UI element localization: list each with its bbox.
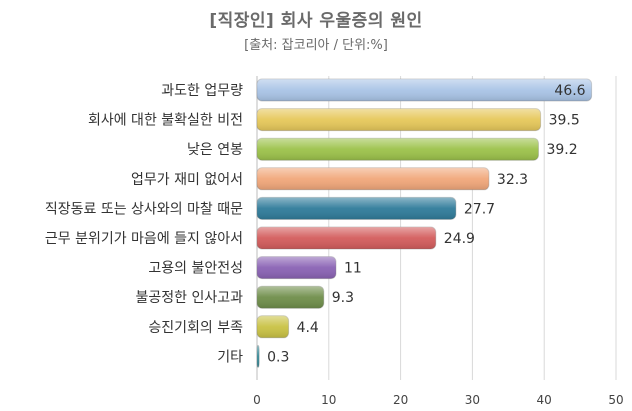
x-axis-ticks: 0 10 20 30 40 50 xyxy=(253,393,623,407)
category-label: 고용의 불안전성 xyxy=(148,261,243,277)
value-label: 39.5 xyxy=(549,113,580,129)
value-label: 9.3 xyxy=(332,290,354,306)
value-label: 11 xyxy=(344,261,362,277)
category-label: 근무 분위기가 마음에 들지 않아서 xyxy=(45,231,243,247)
category-label: 불공정한 인사고과 xyxy=(136,290,244,306)
x-tick-label: 50 xyxy=(608,393,623,407)
x-tick-label: 30 xyxy=(465,393,480,407)
value-label: 46.6 xyxy=(554,83,585,99)
category-label: 승진기회의 부족 xyxy=(148,320,243,336)
category-label: 기타 xyxy=(217,349,243,365)
value-label: 27.7 xyxy=(464,201,495,217)
value-label: 39.2 xyxy=(546,142,577,158)
bar-highlight xyxy=(257,138,539,161)
value-label: 0.3 xyxy=(267,349,289,365)
x-tick-label: 10 xyxy=(321,393,336,407)
x-tick-label: 0 xyxy=(253,393,261,407)
category-label: 직장동료 또는 상사와의 마찰 때문 xyxy=(45,201,243,217)
category-label: 낮은 연봉 xyxy=(187,142,243,158)
category-label: 과도한 업무량 xyxy=(161,83,243,99)
bar-highlight xyxy=(257,227,436,249)
chart-subtitle: [출처: 잡코리아 / 단위:%] xyxy=(244,38,388,53)
value-labels: 46.6 39.5 39.2 32.327.7 24.9 11 9.3 4.4 0.3 xyxy=(267,83,586,365)
chart-title: [직장인] 회사 우울증의 원인 xyxy=(209,11,423,31)
bar-highlight xyxy=(257,108,541,131)
bar-highlight xyxy=(257,256,336,279)
bar-highlight xyxy=(257,197,456,220)
value-label: 32.3 xyxy=(497,172,528,188)
bars xyxy=(256,78,593,368)
bar-highlight xyxy=(257,315,289,338)
bar-highlight xyxy=(257,167,489,190)
category-label: 업무가 재미 없어서 xyxy=(131,172,243,188)
value-label: 24.9 xyxy=(444,231,475,247)
x-tick-label: 20 xyxy=(393,393,408,407)
bar-highlight xyxy=(257,79,592,101)
bar-highlight xyxy=(257,345,260,368)
bar-highlight xyxy=(257,286,324,309)
value-label: 4.4 xyxy=(297,320,319,336)
x-tick-label: 40 xyxy=(537,393,552,407)
category-label: 회사에 대한 불확실한 비전 xyxy=(88,113,243,129)
